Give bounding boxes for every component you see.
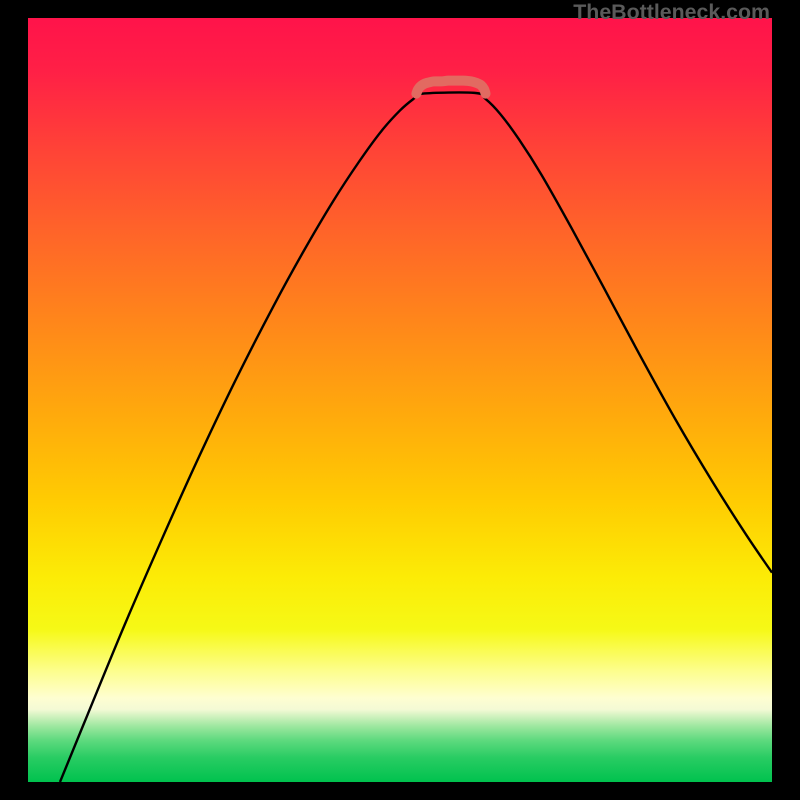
watermark: TheBottleneck.com: [573, 0, 770, 25]
chart-frame: TheBottleneck.com: [0, 0, 800, 800]
chart-plot: [28, 18, 772, 782]
chart-background: [28, 18, 772, 782]
